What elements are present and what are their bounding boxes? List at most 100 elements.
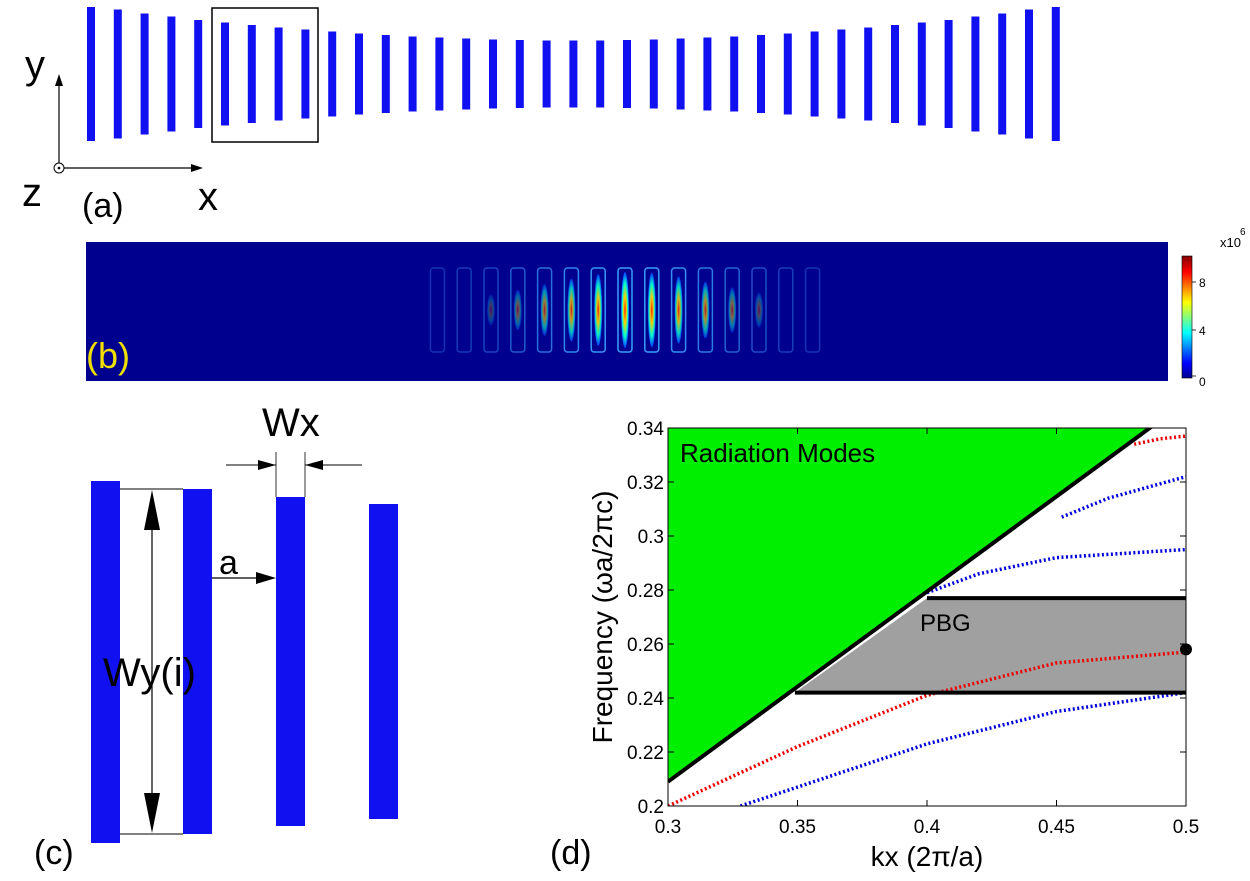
unit-cell-box [211, 7, 319, 143]
grating-bar [891, 25, 899, 123]
grating-bar [917, 22, 926, 126]
grating-bar [194, 20, 203, 128]
wy-label: Wy(i) [103, 651, 196, 695]
panel-d: 0.3 0.35 0.4 0.45 0.5 0.20.220.240.260.280.3… [550, 419, 1199, 872]
bar-4 [369, 504, 398, 819]
band-series [668, 434, 1186, 806]
x-tick-label: 0.45 [1038, 817, 1075, 838]
light-line [668, 428, 1154, 784]
grating-bar [462, 38, 471, 110]
grating-bar [489, 39, 497, 109]
radiation-modes-label: Radiation Modes [680, 438, 875, 468]
panel-a: y x z (a) [22, 7, 1060, 225]
panel-c-label: (c) [34, 834, 74, 872]
panel-d-label: (d) [550, 834, 592, 872]
grating-bar [864, 27, 873, 121]
field-hotspot [701, 281, 710, 339]
field-mode-outline [751, 267, 767, 353]
panel-b: (b) 8 4 0 x10 6 [86, 227, 1246, 389]
axis-y-label: y [25, 43, 45, 87]
a-dimension [212, 572, 276, 584]
wy-dimension [120, 488, 183, 835]
field-mode-outline [778, 267, 794, 353]
grating-bar [649, 39, 658, 109]
grating-bar [971, 16, 980, 132]
field-mode-outline [483, 267, 499, 353]
field-mode-outline [617, 267, 633, 353]
band-series-3 [926, 547, 1186, 595]
grating-bar [274, 27, 283, 121]
grating-bar [810, 31, 819, 117]
arrow-right-icon [256, 572, 276, 584]
a-label: a [219, 544, 238, 582]
axes-arrows [53, 74, 203, 174]
field-mode-outline [804, 267, 821, 353]
colorbar-exponent: x10 [1220, 235, 1241, 250]
grating-bar [757, 35, 765, 113]
panel-a-label: (a) [82, 187, 124, 225]
arrow-right-icon [258, 460, 276, 470]
field-hotspot [755, 292, 763, 328]
grating-bar [328, 31, 337, 117]
field-hotspot [487, 294, 495, 326]
field-mode-outline [590, 267, 606, 353]
grating-bar [1025, 9, 1033, 139]
bar-3 [276, 497, 305, 826]
wx-dimension [226, 452, 362, 497]
panel-b-label: (b) [86, 335, 130, 376]
field-hotspot [513, 289, 522, 331]
bar-2 [183, 489, 212, 834]
grating-bar [301, 29, 310, 119]
grating-bar [783, 33, 792, 115]
colorbar-tick-0: 0 [1199, 375, 1206, 389]
panel-c: Wy(i) a Wx (c) [34, 401, 398, 872]
axis-z-label: z [22, 171, 42, 215]
field-hotspot [594, 274, 603, 346]
grating-bar [730, 36, 739, 112]
y-tick-label: 0.3 [638, 527, 664, 548]
grating-bar [221, 22, 229, 126]
y-tick-label: 0.22 [627, 743, 664, 764]
grating-bar [998, 13, 1007, 135]
y-ticks: 0.2 0.22 0.24 0.26 0.28 0.3 0.32 0.34 [627, 419, 1186, 818]
y-tick-label: 0.34 [627, 419, 664, 440]
x-tick-label: 0.3 [655, 817, 681, 838]
grating-bar [1051, 7, 1060, 141]
field-mode-outline [697, 267, 714, 353]
grating-bar [676, 38, 685, 110]
grating-bar [167, 16, 176, 132]
arrow-down-icon [144, 793, 160, 833]
bar-1 [91, 481, 120, 843]
grating-bar [247, 25, 256, 123]
grating-bar [140, 13, 149, 135]
grating-bars [87, 7, 1060, 141]
axis-x-label: x [198, 175, 218, 219]
field-intensity-map [429, 267, 821, 353]
grating-bar [837, 29, 846, 119]
x-tick-label: 0.5 [1173, 817, 1199, 838]
grating-bar [435, 37, 444, 111]
band-series-1 [739, 690, 1186, 806]
y-tick-label: 0.24 [627, 689, 664, 710]
grating-bar [623, 40, 631, 108]
grating-bar [113, 9, 122, 139]
x-tick-label: 0.4 [914, 817, 941, 838]
grating-bar [355, 33, 363, 115]
y-axis-label: Frequency (ωa/2πc) [587, 491, 618, 744]
field-hotspot [674, 276, 683, 344]
colorbar [1181, 255, 1193, 379]
field-mode-outline [456, 267, 472, 353]
y-tick-label: 0.28 [627, 581, 664, 602]
field-mode-outline [510, 267, 526, 353]
y-tick-label: 0.2 [638, 797, 664, 818]
colorbar-tick-4: 4 [1199, 324, 1206, 338]
arrow-left-icon [305, 460, 323, 470]
field-mode-outline [563, 267, 580, 353]
grating-bar [87, 7, 95, 141]
grating-bar [944, 20, 953, 128]
pbg-label: PBG [920, 610, 971, 637]
grating-bar [703, 37, 712, 111]
field-mode-outline [670, 267, 687, 353]
grating-bar [569, 40, 578, 108]
